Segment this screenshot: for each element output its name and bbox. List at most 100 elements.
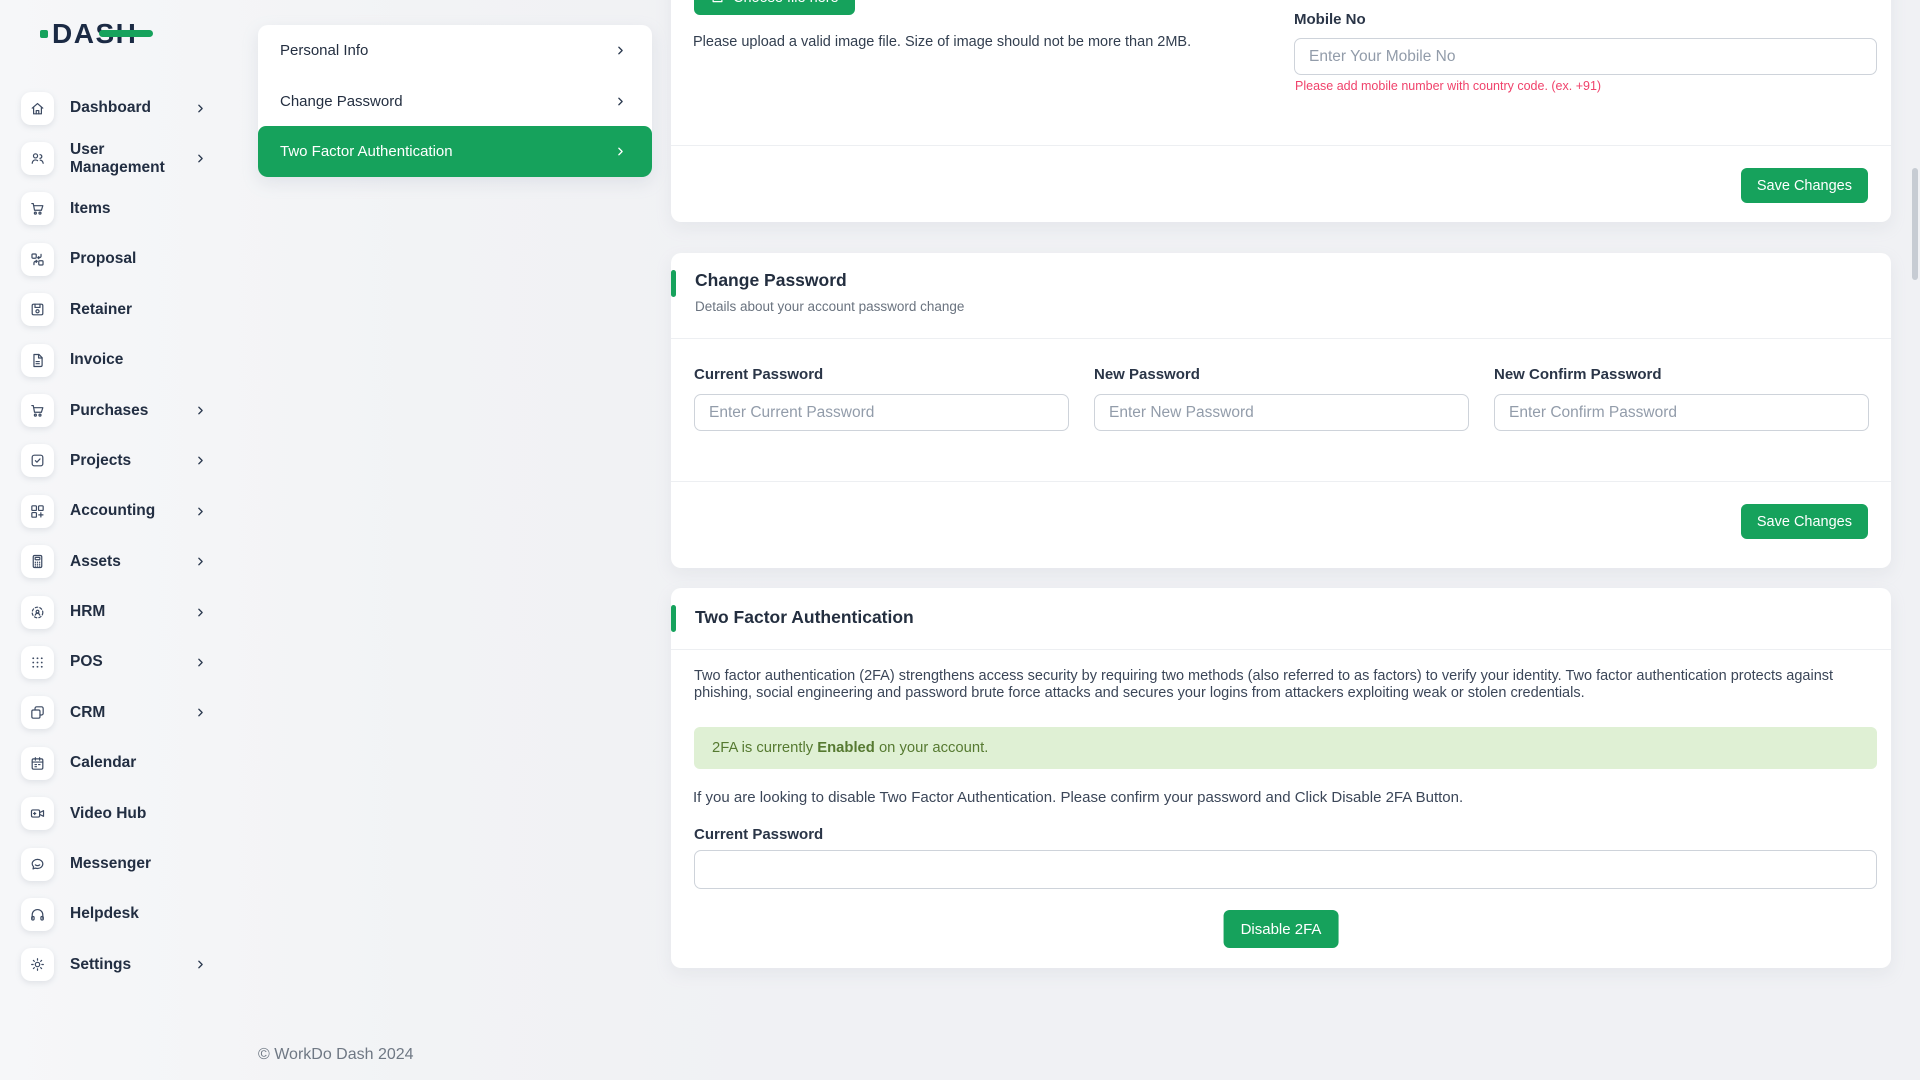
sidebar-item-label: Video Hub	[70, 804, 147, 822]
sidebar-nav: Dashboard User Management Items Proposal	[0, 83, 258, 990]
sidebar-item-retainer[interactable]: Retainer	[0, 285, 258, 335]
sidebar-item-label: Projects	[70, 451, 132, 469]
new-password-input[interactable]	[1094, 394, 1469, 431]
card-title: Change Password	[695, 270, 847, 290]
mobile-no-error-text: Please add mobile number with country co…	[1295, 79, 1602, 93]
chevron-right-icon	[194, 152, 207, 165]
card-accent-bar	[671, 605, 676, 632]
chevron-right-icon	[194, 505, 207, 518]
current-password-label: Current Password	[694, 366, 824, 383]
card-title: Two Factor Authentication	[695, 607, 914, 627]
sidebar: DASH Dashboard User Management Items	[0, 0, 258, 1080]
sidebar-item-label: Assets	[70, 552, 121, 570]
calculator-icon	[29, 553, 46, 570]
confirm-password-input[interactable]	[694, 850, 1877, 889]
sidebar-item-crm[interactable]: CRM	[0, 688, 258, 738]
cart-icon	[29, 200, 46, 217]
sidebar-item-invoice[interactable]: Invoice	[0, 335, 258, 385]
sidebar-item-calendar[interactable]: Calendar	[0, 738, 258, 788]
status-enabled-text: Enabled	[817, 740, 875, 756]
profile-menu-item-label: Personal Info	[280, 41, 369, 59]
copyright-text: © WorkDo Dash 2024	[258, 1046, 414, 1063]
choose-file-button[interactable]: Choose file here	[694, 0, 855, 15]
chevron-right-icon	[194, 706, 207, 719]
retainer-icon	[29, 301, 46, 318]
sidebar-item-dashboard[interactable]: Dashboard	[0, 83, 258, 133]
sidebar-item-label: Dashboard	[70, 99, 151, 117]
divider	[671, 338, 1891, 339]
disable-2fa-hint: If you are looking to disable Two Factor…	[693, 789, 1464, 806]
sidebar-item-accounting[interactable]: Accounting	[0, 486, 258, 536]
sidebar-item-label: Accounting	[70, 502, 156, 520]
logo-dash-icon	[99, 30, 154, 37]
sidebar-item-projects[interactable]: Projects	[0, 436, 258, 486]
personal-info-card: Choose file here Please upload a valid i…	[671, 0, 1891, 222]
profile-menu-item-two-factor-authentication[interactable]: Two Factor Authentication	[258, 126, 652, 177]
users-icon	[29, 150, 46, 167]
change-password-card: Change Password Details about your accou…	[671, 253, 1891, 568]
chevron-right-icon	[194, 454, 207, 467]
disable-2fa-button[interactable]: Disable 2FA	[1223, 910, 1339, 948]
sidebar-item-label: CRM	[70, 703, 106, 721]
sidebar-item-pos[interactable]: POS	[0, 637, 258, 687]
upload-hint-text: Please upload a valid image file. Size o…	[693, 34, 1192, 50]
profile-menu-card: Personal Info Change Password Two Factor…	[258, 25, 652, 177]
scrollbar-thumb[interactable]	[1912, 168, 1918, 280]
sidebar-item-messenger[interactable]: Messenger	[0, 839, 258, 889]
profile-menu-item-personal-info[interactable]: Personal Info	[258, 25, 652, 76]
sidebar-item-video-hub[interactable]: Video Hub	[0, 788, 258, 838]
brand-logo[interactable]: DASH	[40, 16, 154, 52]
chevron-right-icon	[614, 95, 627, 108]
sidebar-item-label: Proposal	[70, 250, 137, 268]
message-icon	[29, 856, 46, 873]
logo-dot-icon	[40, 30, 48, 38]
sidebar-item-user-management[interactable]: User Management	[0, 133, 258, 183]
chevron-right-icon	[614, 44, 627, 57]
chevron-right-icon	[194, 958, 207, 971]
divider	[671, 145, 1891, 146]
sidebar-item-purchases[interactable]: Purchases	[0, 385, 258, 435]
hrm-icon	[29, 604, 46, 621]
sidebar-item-label: HRM	[70, 603, 106, 621]
sidebar-item-settings[interactable]: Settings	[0, 940, 258, 990]
gear-icon	[29, 956, 46, 973]
sidebar-item-items[interactable]: Items	[0, 184, 258, 234]
sidebar-item-hrm[interactable]: HRM	[0, 587, 258, 637]
save-changes-button[interactable]: Save Changes	[1740, 504, 1868, 539]
sidebar-item-label: Retainer	[70, 300, 133, 318]
headset-icon	[29, 906, 46, 923]
video-icon	[29, 805, 46, 822]
sidebar-item-label: Helpdesk	[70, 905, 139, 923]
save-changes-button[interactable]: Save Changes	[1740, 168, 1868, 203]
card-subtitle: Details about your account password chan…	[695, 299, 965, 314]
chevron-right-icon	[194, 555, 207, 568]
new-confirm-password-input[interactable]	[1494, 394, 1869, 431]
sidebar-item-label: POS	[70, 653, 103, 671]
sidebar-item-helpdesk[interactable]: Helpdesk	[0, 889, 258, 939]
two-factor-description: Two factor authentication (2FA) strength…	[694, 668, 1834, 701]
current-password-input[interactable]	[694, 394, 1069, 431]
divider	[671, 649, 1891, 650]
chevron-right-icon	[194, 656, 207, 669]
two-factor-status-alert: 2FA is currently Enabled on your account…	[694, 727, 1877, 769]
main-content: Choose file here Please upload a valid i…	[671, 0, 1891, 1080]
sidebar-item-assets[interactable]: Assets	[0, 537, 258, 587]
mobile-no-input[interactable]	[1294, 38, 1877, 75]
divider	[671, 481, 1891, 482]
current-password-label: Current Password	[694, 826, 824, 843]
sidebar-item-label: User Management	[70, 140, 165, 176]
profile-menu-item-label: Change Password	[280, 92, 403, 110]
chevron-right-icon	[614, 145, 627, 158]
chevron-right-icon	[194, 404, 207, 417]
new-password-label: New Password	[1094, 366, 1200, 383]
new-confirm-password-label: New Confirm Password	[1494, 366, 1662, 383]
chevron-right-icon	[194, 102, 207, 115]
calendar-icon	[29, 755, 46, 772]
projects-icon	[29, 452, 46, 469]
sidebar-item-proposal[interactable]: Proposal	[0, 234, 258, 284]
chevron-right-icon	[194, 606, 207, 619]
profile-menu-item-change-password[interactable]: Change Password	[258, 76, 652, 127]
swap-icon	[29, 251, 46, 268]
cart-icon	[29, 402, 46, 419]
sidebar-item-label: Messenger	[70, 855, 151, 873]
